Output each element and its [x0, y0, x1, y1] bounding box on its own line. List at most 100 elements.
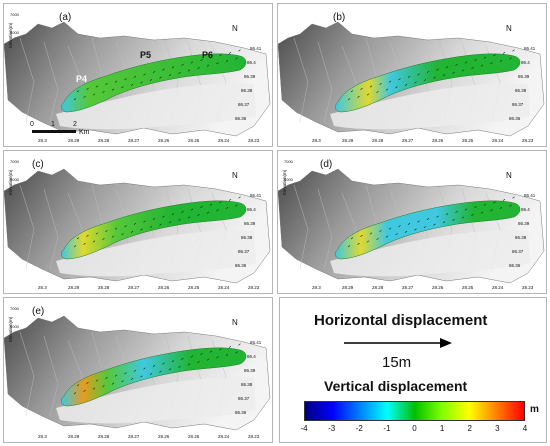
right-tick: 86.37	[512, 249, 524, 254]
panel-label: (b)	[333, 12, 346, 23]
right-tick: 86.37	[238, 396, 250, 401]
elevation-axis-label: Elevation(m)	[8, 316, 13, 342]
right-tick: 86.4	[521, 207, 530, 212]
x-tick: 28.26	[432, 138, 444, 143]
x-tick: 28.29	[342, 285, 354, 290]
north-arrow-icon: N	[232, 318, 238, 327]
north-arrow-icon: N	[506, 24, 512, 33]
colorbar-tick: 0	[412, 424, 417, 433]
right-tick: 86.39	[518, 74, 530, 79]
right-tick: 86.4	[247, 354, 256, 359]
x-tick: 28.25	[188, 434, 200, 439]
legend-panel: Horizontal displacement 15m Vertical dis…	[279, 297, 547, 443]
right-tick: 86.37	[238, 249, 250, 254]
x-tick: 28.27	[128, 434, 140, 439]
right-tick: 86.36	[235, 410, 247, 415]
y-tick: 6000	[10, 177, 19, 182]
x-tick: 28.24	[218, 138, 230, 143]
right-tick: 86.36	[509, 116, 521, 121]
point-label-p4: P4	[76, 74, 88, 84]
terrain-map	[278, 168, 545, 284]
x-tick: 28.26	[158, 285, 170, 290]
y-tick: 6000	[284, 177, 293, 182]
colorbar-tick: -4	[300, 424, 308, 433]
x-tick: 28.29	[68, 138, 80, 143]
right-tick: 86.38	[241, 382, 253, 387]
x-tick: 28.25	[188, 138, 200, 143]
elevation-axis-label: Elevation(m)	[8, 22, 13, 48]
x-tick: 28.23	[248, 434, 260, 439]
north-arrow-icon: N	[506, 171, 512, 180]
colorbar-tick: 2	[467, 424, 472, 433]
scale-bar	[32, 130, 76, 133]
panel-c: (c) Elevation(m) 7000 6000 N 28.3 28.29 28…	[3, 150, 273, 294]
right-tick: 86.41	[250, 46, 262, 51]
y-tick: 7000	[10, 12, 19, 17]
terrain-map	[4, 168, 271, 284]
x-tick: 28.24	[492, 285, 504, 290]
right-tick: 86.36	[235, 263, 247, 268]
panel-a: (a) Elevation(m) 7000 6000 N P4 P5 P6 0 …	[3, 3, 273, 147]
point-label-p5: P5	[140, 50, 152, 60]
right-tick: 86.41	[524, 46, 536, 51]
vertical-displacement-title: Vertical displacement	[324, 378, 468, 394]
right-tick: 86.4	[247, 207, 256, 212]
x-tick: 28.3	[38, 138, 47, 143]
x-tick: 28.28	[372, 138, 384, 143]
x-tick: 28.29	[68, 434, 80, 439]
panel-b: (b) N 28.3 28.29 28.28 28.27 28.26 28.25 28.24…	[277, 3, 547, 147]
x-tick: 28.27	[402, 138, 414, 143]
right-tick: 86.39	[518, 221, 530, 226]
right-tick: 86.39	[244, 221, 256, 226]
panel-label: (a)	[59, 12, 72, 23]
y-tick: 7000	[10, 159, 19, 164]
x-tick: 28.28	[98, 138, 110, 143]
colorbar-unit: m	[530, 404, 539, 415]
scale-tick: 1	[51, 121, 55, 128]
x-tick: 28.25	[188, 285, 200, 290]
displacement-arrow-icon	[344, 338, 452, 348]
x-tick: 28.3	[38, 285, 47, 290]
x-tick: 28.29	[68, 285, 80, 290]
scale-unit: Km	[79, 129, 90, 136]
horizontal-displacement-title: Horizontal displacement	[314, 312, 488, 329]
y-tick: 7000	[10, 306, 19, 311]
x-tick: 28.25	[462, 138, 474, 143]
right-tick: 86.38	[241, 235, 253, 240]
colorbar-tick: 1	[439, 424, 445, 433]
right-tick: 86.38	[515, 235, 527, 240]
x-tick: 28.26	[158, 434, 170, 439]
x-tick: 28.27	[128, 138, 140, 143]
x-tick: 28.26	[158, 138, 170, 143]
scale-tick: 0	[30, 121, 34, 128]
right-tick: 86.36	[509, 263, 521, 268]
scale-tick: 2	[73, 121, 77, 128]
right-tick: 86.38	[241, 88, 253, 93]
x-tick: 28.3	[312, 285, 321, 290]
elevation-axis-label: Elevation(m)	[282, 169, 287, 195]
panel-label: (e)	[32, 306, 45, 317]
x-tick: 28.24	[218, 285, 230, 290]
x-tick: 28.23	[248, 138, 260, 143]
y-tick: 7000	[284, 159, 293, 164]
right-tick: 86.4	[247, 60, 256, 65]
y-tick: 6000	[10, 324, 19, 329]
north-arrow-icon: N	[232, 171, 238, 180]
panel-d: (d) Elevation(m) 7000 6000 N 28.3 28.29 28…	[277, 150, 547, 294]
panel-label: (d)	[320, 159, 333, 170]
elevation-axis-label: Elevation(m)	[8, 169, 13, 195]
right-tick: 86.38	[515, 88, 527, 93]
x-tick: 28.28	[98, 285, 110, 290]
panel-label: (c)	[32, 159, 44, 170]
colorbar	[304, 401, 525, 421]
right-tick: 86.36	[235, 116, 247, 121]
colorbar-tick: -2	[355, 424, 363, 433]
terrain-map	[4, 315, 271, 431]
x-tick: 28.23	[522, 285, 534, 290]
arrow-scale-label: 15m	[382, 354, 412, 371]
x-tick: 28.3	[38, 434, 47, 439]
terrain-map	[4, 21, 271, 137]
x-tick: 28.24	[218, 434, 230, 439]
right-tick: 86.39	[244, 74, 256, 79]
